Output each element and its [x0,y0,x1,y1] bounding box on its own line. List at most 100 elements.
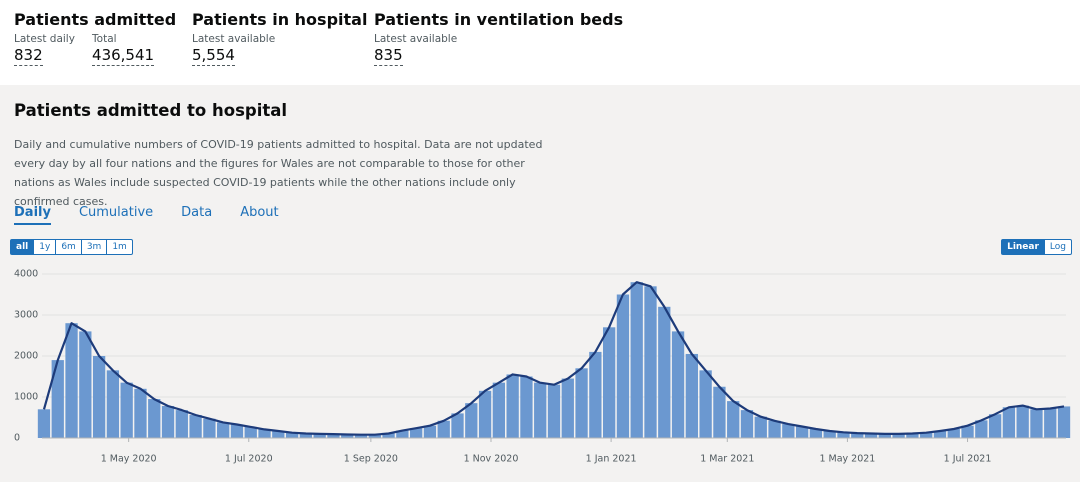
bar [354,434,368,438]
chart: 0 1000 2000 3000 4000 1 May 2020 1 Jul 2020 1 S… [14,269,1071,465]
y-tick-label: 0 [14,433,20,444]
metric-value[interactable]: 832 [14,46,43,66]
bar [851,433,864,438]
bar [230,424,244,438]
metric: Latest daily 832 [14,33,75,66]
x-tick-label: 1 Nov 2020 [464,454,519,465]
metric-value[interactable]: 5,554 [192,46,235,66]
bar [671,331,685,438]
range-button[interactable]: 6m [55,240,81,254]
x-tick-label: 1 Jan 2021 [586,454,637,465]
headline-title: Patients in ventilation beds [374,10,624,29]
bar [368,434,381,438]
bar [258,429,271,438]
metric-value[interactable]: 835 [374,46,403,66]
bar [602,327,616,438]
bar [492,382,506,438]
tab[interactable]: About [240,205,279,220]
range-button[interactable]: all [11,240,34,254]
scale-button[interactable]: Linear [1002,240,1044,254]
bar [1002,407,1016,438]
bar [1016,405,1029,438]
bar [561,378,574,438]
headline-block: Patients in ventilation beds Latest avai… [374,10,623,66]
card-title: Patients admitted to hospital [14,101,288,120]
y-tick-label: 1000 [14,392,38,403]
bar [782,424,795,438]
bar [547,384,561,438]
bar [175,410,188,438]
bar [616,294,630,438]
bar [37,409,51,438]
tab[interactable]: Daily [14,205,51,225]
card-description: Daily and cumulative numbers of COVID-19… [14,138,543,208]
bar [920,432,933,438]
bar [1044,408,1057,438]
bar [878,433,891,438]
bar [478,390,492,438]
range-button[interactable]: 1y [33,240,55,254]
tabs: Daily Cumulative Data About [14,205,307,225]
x-tick-label: 1 May 2020 [101,454,157,465]
metric-value[interactable]: 436,541 [92,46,155,66]
metric: Latest available 5,554 [192,33,275,66]
bar [341,434,354,438]
bar [1057,406,1071,438]
bar [947,428,960,438]
bar [975,420,988,438]
bar [630,282,643,438]
bar [795,426,809,438]
bar [961,425,974,438]
bar [465,403,478,438]
bar [575,368,588,438]
bar [79,331,92,438]
bar [244,426,257,438]
bar [203,418,216,438]
metric: Latest available 835 [374,33,457,66]
bar [65,323,78,438]
bar [685,353,698,438]
tab[interactable]: Cumulative [78,205,154,220]
bar [327,434,340,438]
tab[interactable]: Data [181,205,213,220]
bar [892,433,905,438]
bar [410,428,423,438]
headline-title: Patients in hospital [192,10,368,29]
headline-block: Patients in hospital Latest available 5,5… [192,10,367,66]
bar [837,432,850,438]
metric-label: Latest available [192,33,276,45]
bar [713,386,726,438]
headline-block: Patients admitted Latest daily 832 Total 4… [14,10,176,66]
headline: Patients admitted Latest daily 832 Total 4… [0,0,1080,85]
bar [809,428,823,438]
metric-label: Latest available [374,33,458,45]
x-tick-label: 1 Jul 2020 [225,454,273,465]
bar [864,433,878,438]
bar [906,433,919,438]
y-tick-label: 2000 [14,351,38,362]
x-tick-label: 1 Jul 2021 [944,454,992,465]
range-button[interactable]: 1m [106,240,132,254]
bar [658,306,671,438]
x-tick-label: 1 Mar 2021 [700,454,754,465]
bar [437,420,450,438]
bar [189,415,202,438]
bar [534,382,547,438]
headline-title: Patients admitted [14,10,177,29]
range-button[interactable]: 3m [80,240,107,254]
bar [933,431,947,438]
bar [217,422,230,438]
metric-label: Latest daily [14,33,75,45]
scale-buttons: Linear Log [1001,239,1072,255]
bar [988,414,1002,438]
bar [272,431,285,438]
bar [382,433,395,438]
bar [727,401,740,438]
bar [823,431,836,438]
bar [51,360,64,438]
range-buttons: all 1y 6m 3m 1m [10,239,133,255]
bar [740,410,754,438]
y-tick-label: 3000 [14,310,38,321]
scale-button[interactable]: Log [1043,240,1071,254]
bar [92,356,106,438]
